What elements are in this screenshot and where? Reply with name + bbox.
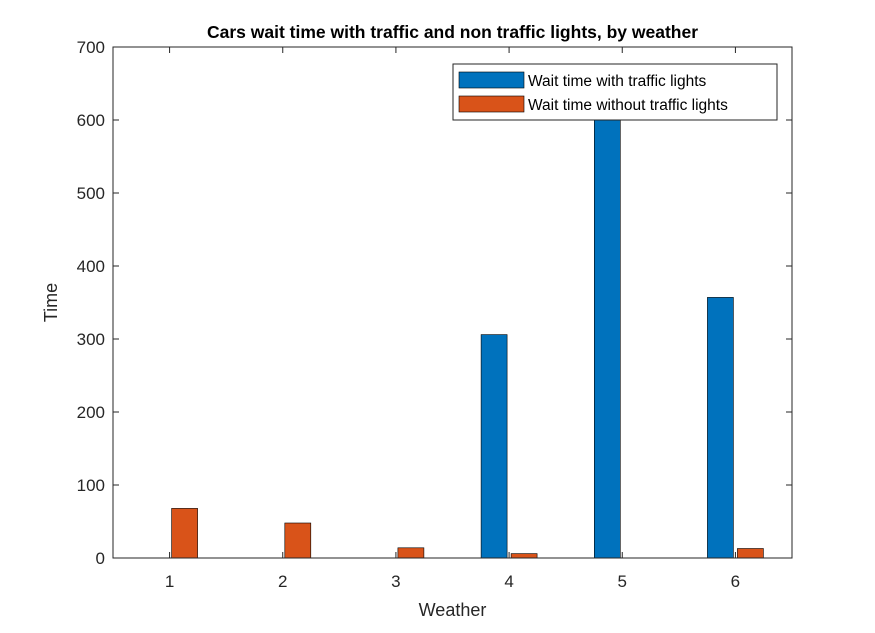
- y-tick-label: 700: [77, 38, 105, 57]
- bar-series-2-cat-4: [510, 553, 538, 559]
- x-tick-label: 5: [618, 572, 627, 591]
- y-tick-label: 400: [77, 257, 105, 276]
- legend-entry-label: Wait time with traffic lights: [528, 73, 707, 90]
- bar-series-1-cat-5: [593, 119, 621, 559]
- legend-entry-label: Wait time without traffic lights: [528, 97, 728, 114]
- x-tick-label: 6: [731, 572, 740, 591]
- chart-title: Cars wait time with traffic and non traf…: [207, 22, 698, 42]
- bar-series-2-cat-2: [284, 522, 312, 559]
- y-tick-label: 300: [77, 330, 105, 349]
- bar-series-2-cat-1: [171, 508, 198, 559]
- legend-swatch: [458, 71, 525, 89]
- x-tick-label: 3: [391, 572, 400, 591]
- axes-box: [112, 46, 793, 559]
- legend: Wait time with traffic lights Wait time w…: [452, 63, 778, 121]
- bar-series-1-cat-4: [480, 334, 508, 559]
- x-tick-label: 1: [165, 572, 174, 591]
- bar-series-2-cat-6: [737, 548, 764, 559]
- bar-series-2-cat-3: [397, 547, 425, 559]
- x-axis-label: Weather: [419, 600, 487, 620]
- y-axis-label: Time: [41, 283, 61, 322]
- plot-area: [113, 47, 792, 558]
- y-tick-label: 600: [77, 111, 105, 130]
- y-tick-label: 100: [77, 476, 105, 495]
- legend-swatch: [458, 95, 525, 113]
- x-tick-label: 4: [504, 572, 513, 591]
- y-tick-label: 500: [77, 184, 105, 203]
- y-tick-label: 200: [77, 403, 105, 422]
- y-tick-label: 0: [96, 549, 105, 568]
- bar-series-1-cat-6: [707, 297, 734, 559]
- x-tick-label: 2: [278, 572, 287, 591]
